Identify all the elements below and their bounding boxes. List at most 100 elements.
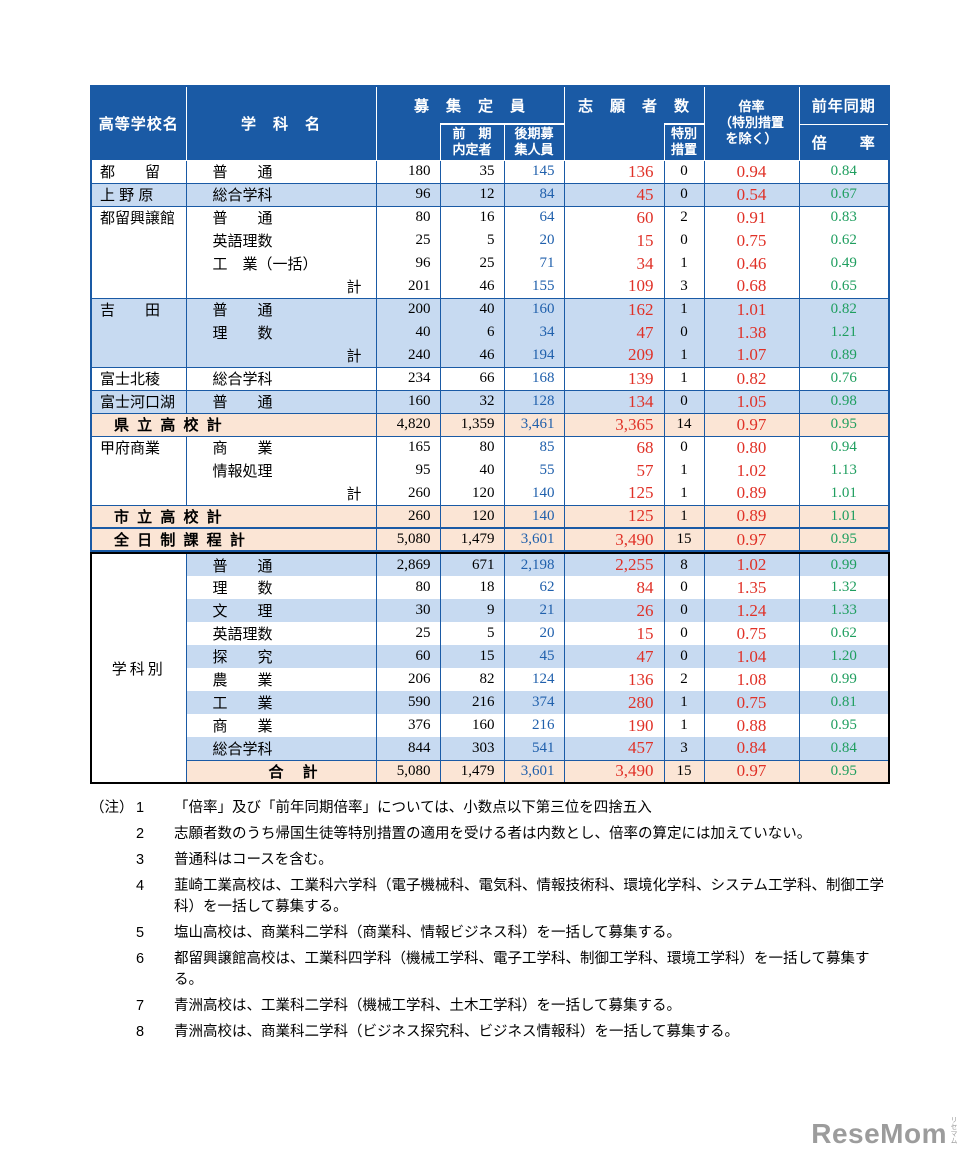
cell-capacity: 201 <box>375 275 440 298</box>
note-text: 都留興譲館高校は、工業科四学科（機械工学科、電子工学科、制御工学科、環境工学科）… <box>174 951 870 988</box>
cell-prev-year-ratio: 0.62 <box>798 229 890 252</box>
cell-prev-year-ratio: 0.67 <box>798 182 890 206</box>
cell-special-measures: 1 <box>663 366 705 390</box>
cell-capacity: 260 <box>375 504 440 528</box>
cell-late-recruit: 55 <box>503 459 564 482</box>
table-row: 富士北稜 総合学科 234 66 168 139 1 0.82 0.76 <box>90 366 890 390</box>
cell-department-name: 総合学科 <box>185 737 376 760</box>
cell-capacity: 376 <box>375 714 440 737</box>
cell-late-recruit: 71 <box>503 252 564 275</box>
cell-capacity: 4,820 <box>375 412 440 436</box>
cell-ratio: 1.24 <box>703 599 799 622</box>
table-row: 甲府商業商 業 165 80 85 68 0 0.80 0.94 <box>90 435 890 459</box>
cell-department-name: 総合学科 <box>185 366 376 390</box>
cell-department-name: 英語理数 <box>185 622 376 645</box>
cell-early-admits: 120 <box>439 482 504 505</box>
note-text: 普通科はコースを含む。 <box>174 852 333 868</box>
cell-applicants: 109 <box>563 275 664 298</box>
cell-applicants: 26 <box>563 599 664 622</box>
cell-applicants: 57 <box>563 459 664 482</box>
notes-prefix <box>90 850 136 871</box>
cell-ratio: 1.08 <box>703 668 799 691</box>
notes-prefix <box>90 876 136 918</box>
cell-special-measures: 0 <box>663 645 704 668</box>
table-row: 理 数 80 18 62 84 0 1.35 1.32 <box>91 576 889 599</box>
cell-early-admits: 6 <box>439 321 504 344</box>
cell-ratio: 0.88 <box>703 714 799 737</box>
cell-prev-year-ratio: 0.49 <box>798 252 890 275</box>
table-row: 工 業（一括） 96 25 71 34 1 0.46 0.49 <box>90 252 890 275</box>
cell-applicants: 280 <box>563 691 664 714</box>
cell-applicants: 60 <box>563 205 664 229</box>
cell-department-name: 計 <box>185 275 376 298</box>
note-text: 青洲高校は、工業科二学科（機械工学科、土木工学科）を一括して募集する。 <box>174 998 682 1014</box>
cell-department-name: 普 通 <box>185 389 376 413</box>
notes-prefix <box>90 1022 136 1043</box>
cell-special-measures: 0 <box>663 576 704 599</box>
cell-applicants: 3,490 <box>563 527 664 551</box>
cell-late-recruit: 140 <box>503 504 564 528</box>
cell-special-measures: 1 <box>663 504 705 528</box>
cell-applicants: 134 <box>563 389 664 413</box>
cell-applicants: 68 <box>563 435 664 459</box>
col-header-applicants-total <box>563 123 665 161</box>
cell-special-measures: 1 <box>663 482 705 505</box>
summary-row: 市 立 高 校 計 260 120 140 125 1 0.89 1.01 <box>90 504 890 528</box>
table-row: 工 業 590 216 374 280 1 0.75 0.81 <box>91 691 889 714</box>
cell-capacity: 96 <box>375 252 440 275</box>
col-header-ratio: 倍率 （特別措置 を除く） <box>703 85 800 161</box>
cell-early-admits: 25 <box>439 252 504 275</box>
cell-special-measures: 1 <box>663 714 704 737</box>
cell-special-measures: 0 <box>663 321 705 344</box>
cell-prev-year-ratio: 1.01 <box>798 482 890 505</box>
note-item: 3 普通科はコースを含む。 <box>90 850 890 871</box>
note-text: 「倍率」及び「前年同期倍率」については、小数点以下第三位を四捨五入 <box>174 800 652 816</box>
cell-early-admits: 216 <box>439 691 504 714</box>
cell-late-recruit: 64 <box>503 205 564 229</box>
cell-applicants: 47 <box>563 321 664 344</box>
note-item: 8 青洲高校は、商業科二学科（ビジネス探究科、ビジネス情報科）を一括して募集する。 <box>90 1022 890 1043</box>
cell-late-recruit: 160 <box>503 297 564 321</box>
table-row: 計 240 46 194 209 1 1.07 0.89 <box>90 344 890 367</box>
cell-department-name: 探 究 <box>185 645 376 668</box>
cell-capacity: 260 <box>375 482 440 505</box>
cell-late-recruit: 216 <box>503 714 564 737</box>
cell-special-measures: 14 <box>663 412 705 436</box>
cell-early-admits: 18 <box>439 576 504 599</box>
note-item: 7 青洲高校は、工業科二学科（機械工学科、土木工学科）を一括して募集する。 <box>90 996 890 1017</box>
cell-early-admits: 46 <box>439 344 504 367</box>
cell-capacity: 25 <box>375 622 440 645</box>
note-item: 2 志願者数のうち帰国生徒等特別措置の適用を受ける者は内数とし、倍率の算定には加え… <box>90 824 890 845</box>
cell-late-recruit: 84 <box>503 182 564 206</box>
cell-early-admits: 32 <box>439 389 504 413</box>
cell-ratio: 1.07 <box>703 344 800 367</box>
cell-early-admits: 82 <box>439 668 504 691</box>
cell-ratio: 0.68 <box>703 275 800 298</box>
table-row: 文 理 30 9 21 26 0 1.24 1.33 <box>91 599 889 622</box>
cell-applicants: 457 <box>563 737 664 760</box>
main-table: 高等学校名 学 科 名 募 集 定 員 志 願 者 数 倍率 （特別措置 を除く… <box>90 85 891 552</box>
cell-department-name: 情報処理 <box>185 459 376 482</box>
dept-section-label: 学科別 <box>91 553 186 783</box>
table-row: 富士河口湖普 通 160 32 128 134 0 1.05 0.98 <box>90 389 890 413</box>
table-row: 英語理数 25 5 20 15 0 0.75 0.62 <box>90 229 890 252</box>
cell-special-measures: 0 <box>663 622 704 645</box>
table-row: 計 201 46 155 109 3 0.68 0.65 <box>90 275 890 298</box>
cell-early-admits: 15 <box>439 645 504 668</box>
cell-capacity: 40 <box>375 321 440 344</box>
table-row: 都 留普 通 180 35 145 136 0 0.94 0.84 <box>90 159 890 183</box>
cell-capacity: 95 <box>375 459 440 482</box>
cell-prev-year-ratio: 1.32 <box>798 576 889 599</box>
cell-applicants: 34 <box>563 252 664 275</box>
cell-department-name: 普 通 <box>185 205 376 229</box>
cell-applicants: 125 <box>563 482 664 505</box>
cell-department-name: 理 数 <box>185 321 376 344</box>
cell-ratio: 0.97 <box>703 412 800 436</box>
cell-ratio: 1.02 <box>703 459 800 482</box>
cell-applicants: 15 <box>563 622 664 645</box>
cell-early-admits: 80 <box>439 435 504 459</box>
cell-capacity: 590 <box>375 691 440 714</box>
cell-capacity: 165 <box>375 435 440 459</box>
cell-late-recruit: 62 <box>503 576 564 599</box>
cell-applicants: 3,490 <box>563 759 664 783</box>
